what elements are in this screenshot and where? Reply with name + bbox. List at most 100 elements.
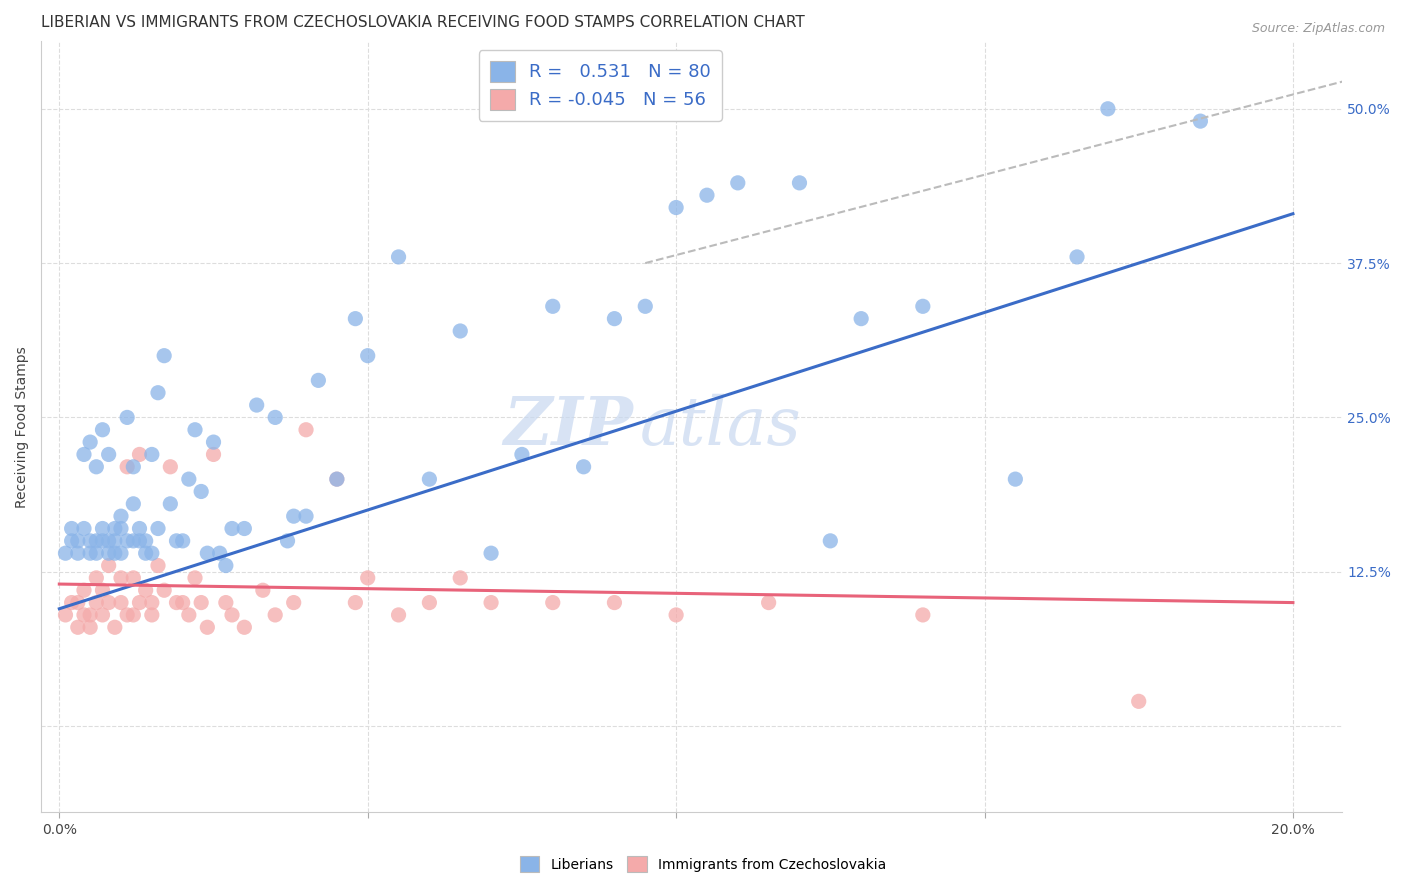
Point bbox=[97, 546, 120, 560]
Point bbox=[122, 607, 145, 622]
Point bbox=[541, 596, 564, 610]
Point bbox=[283, 509, 305, 524]
Point bbox=[110, 546, 132, 560]
Point bbox=[166, 533, 188, 548]
Point bbox=[115, 410, 138, 425]
Point bbox=[252, 583, 274, 598]
Point bbox=[60, 596, 83, 610]
Point bbox=[141, 607, 163, 622]
Point bbox=[418, 596, 440, 610]
Point bbox=[221, 607, 243, 622]
Point bbox=[172, 533, 194, 548]
Point bbox=[449, 324, 471, 338]
Point bbox=[387, 250, 409, 264]
Point bbox=[215, 558, 238, 573]
Point bbox=[387, 607, 409, 622]
Point bbox=[110, 596, 132, 610]
Point bbox=[479, 546, 502, 560]
Text: atlas: atlas bbox=[640, 394, 801, 459]
Legend: Liberians, Immigrants from Czechoslovakia: Liberians, Immigrants from Czechoslovaki… bbox=[515, 851, 891, 878]
Point bbox=[86, 546, 108, 560]
Point bbox=[86, 596, 108, 610]
Point bbox=[146, 558, 169, 573]
Point bbox=[449, 571, 471, 585]
Point bbox=[541, 299, 564, 313]
Point bbox=[79, 435, 101, 450]
Point bbox=[246, 398, 269, 412]
Point bbox=[135, 583, 157, 598]
Point bbox=[110, 571, 132, 585]
Point bbox=[307, 373, 329, 387]
Point bbox=[73, 607, 96, 622]
Point bbox=[66, 533, 89, 548]
Point bbox=[634, 299, 657, 313]
Point bbox=[91, 423, 114, 437]
Point bbox=[166, 596, 188, 610]
Point bbox=[572, 459, 595, 474]
Point bbox=[357, 349, 380, 363]
Point bbox=[73, 447, 96, 461]
Point bbox=[1004, 472, 1026, 486]
Point bbox=[789, 176, 811, 190]
Point bbox=[233, 620, 256, 634]
Point bbox=[344, 311, 367, 326]
Point bbox=[233, 522, 256, 536]
Point bbox=[79, 533, 101, 548]
Point bbox=[1128, 694, 1150, 708]
Point bbox=[911, 607, 934, 622]
Point bbox=[97, 533, 120, 548]
Point bbox=[326, 472, 349, 486]
Point bbox=[79, 546, 101, 560]
Point bbox=[344, 596, 367, 610]
Point bbox=[283, 596, 305, 610]
Point bbox=[91, 533, 114, 548]
Point bbox=[97, 596, 120, 610]
Point bbox=[66, 596, 89, 610]
Point bbox=[104, 533, 127, 548]
Point bbox=[66, 546, 89, 560]
Point bbox=[295, 423, 318, 437]
Point bbox=[146, 522, 169, 536]
Point bbox=[79, 620, 101, 634]
Point bbox=[115, 459, 138, 474]
Point bbox=[195, 620, 218, 634]
Point bbox=[128, 533, 150, 548]
Point bbox=[146, 385, 169, 400]
Point bbox=[727, 176, 749, 190]
Point bbox=[153, 349, 176, 363]
Point bbox=[86, 571, 108, 585]
Point bbox=[91, 607, 114, 622]
Point bbox=[758, 596, 780, 610]
Point bbox=[911, 299, 934, 313]
Point bbox=[264, 607, 287, 622]
Point bbox=[60, 522, 83, 536]
Point bbox=[122, 459, 145, 474]
Point bbox=[73, 522, 96, 536]
Point bbox=[172, 596, 194, 610]
Point bbox=[1097, 102, 1119, 116]
Point bbox=[159, 459, 181, 474]
Point bbox=[665, 201, 688, 215]
Point bbox=[104, 522, 127, 536]
Point bbox=[264, 410, 287, 425]
Point bbox=[55, 607, 77, 622]
Point bbox=[603, 596, 626, 610]
Point bbox=[66, 620, 89, 634]
Point bbox=[141, 546, 163, 560]
Point bbox=[110, 509, 132, 524]
Point bbox=[184, 423, 207, 437]
Point bbox=[418, 472, 440, 486]
Point bbox=[128, 522, 150, 536]
Point bbox=[73, 583, 96, 598]
Point bbox=[190, 484, 212, 499]
Point bbox=[479, 596, 502, 610]
Text: ZIP: ZIP bbox=[503, 394, 633, 459]
Point bbox=[115, 607, 138, 622]
Point bbox=[104, 620, 127, 634]
Point bbox=[86, 533, 108, 548]
Point bbox=[295, 509, 318, 524]
Point bbox=[208, 546, 231, 560]
Y-axis label: Receiving Food Stamps: Receiving Food Stamps bbox=[15, 346, 30, 508]
Point bbox=[195, 546, 218, 560]
Point bbox=[696, 188, 718, 202]
